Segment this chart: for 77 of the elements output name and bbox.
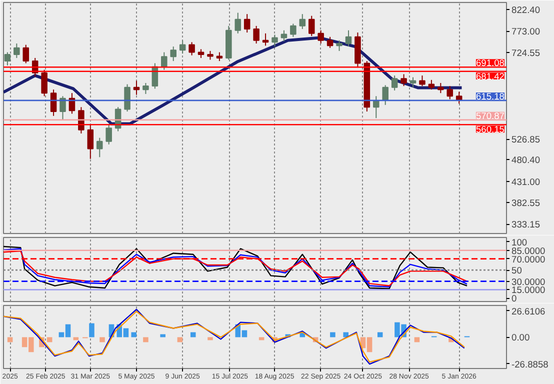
candlestick <box>161 52 168 70</box>
candlestick <box>318 30 324 44</box>
ref-line-label: 570.87 <box>476 110 504 121</box>
y-tick-label: 0.00 <box>512 332 530 343</box>
y-tick-label: 30.0000 <box>512 276 546 287</box>
y-tick-label: 50 <box>512 266 522 276</box>
ref-line-label: 691.08 <box>476 58 504 68</box>
y-tick-label: 480.40 <box>512 155 540 166</box>
y-tick-label: 724.55 <box>512 48 540 58</box>
y-tick-label: 15.0000 <box>512 285 546 296</box>
candlestick <box>253 25 260 44</box>
candlestick <box>244 14 250 34</box>
candlestick <box>179 40 186 54</box>
candlestick <box>391 75 398 91</box>
candlestick <box>410 76 416 88</box>
candlestick <box>60 96 66 120</box>
y-tick-label: 85.0000 <box>512 246 546 256</box>
y-tick-label: 822.40 <box>512 5 540 16</box>
bar <box>343 332 348 338</box>
candlestick <box>170 46 176 62</box>
candlestick <box>96 137 103 158</box>
candlestick <box>50 89 57 116</box>
candlestick <box>336 40 342 52</box>
candlestick <box>22 44 30 64</box>
candlestick <box>142 82 149 94</box>
candlestick <box>106 124 112 145</box>
bar <box>100 337 105 342</box>
candlestick <box>419 75 426 87</box>
candlestick <box>428 79 435 90</box>
bar <box>414 337 420 342</box>
candlestick <box>133 80 140 96</box>
bar <box>160 334 166 338</box>
candlestick <box>234 12 242 34</box>
y-tick-label: 26.6106 <box>512 306 546 316</box>
y-tick-label: 382.55 <box>512 198 540 208</box>
candlestick <box>14 42 20 58</box>
bar <box>377 332 383 338</box>
candlestick <box>326 36 334 48</box>
y-tick-label: 0 <box>512 294 517 304</box>
candlestick <box>272 34 278 48</box>
bar <box>46 337 52 342</box>
y-tick-label: 526.85 <box>512 134 540 145</box>
candlestick <box>446 86 454 100</box>
y-tick-label: 70.0000 <box>512 254 546 264</box>
candlestick <box>41 69 48 97</box>
candlestick <box>290 23 296 38</box>
candlestick <box>188 42 195 56</box>
y-tick-label: 100 <box>512 237 528 248</box>
y-tick-label: -26.8858 <box>512 359 548 370</box>
ref-line-label: 615.18 <box>476 91 504 102</box>
candlestick <box>345 30 352 48</box>
bar <box>131 332 136 338</box>
bar <box>73 337 79 340</box>
ref-line-label: 681.42 <box>476 71 504 82</box>
candlestick <box>299 14 306 30</box>
candlestick <box>4 52 11 66</box>
candlestick <box>308 15 315 37</box>
candlestick <box>373 96 380 119</box>
candlestick <box>87 124 94 160</box>
candlestick <box>400 74 407 87</box>
y-tick-label: 431.00 <box>512 176 540 187</box>
candlestick <box>124 84 130 112</box>
bar <box>143 337 148 342</box>
candlestick <box>280 30 288 42</box>
bar <box>258 337 264 340</box>
y-tick-label: 333.15 <box>512 220 540 230</box>
bar <box>330 332 336 338</box>
bar <box>7 337 13 342</box>
ref-line-label: 560.15 <box>476 124 504 135</box>
candlestick <box>262 32 269 46</box>
bar <box>208 337 213 340</box>
candlestick <box>382 84 388 106</box>
candlestick <box>438 82 444 94</box>
bar <box>89 323 94 338</box>
y-tick-label: 773.00 <box>512 26 540 37</box>
bar <box>177 337 183 342</box>
bar <box>190 332 196 338</box>
